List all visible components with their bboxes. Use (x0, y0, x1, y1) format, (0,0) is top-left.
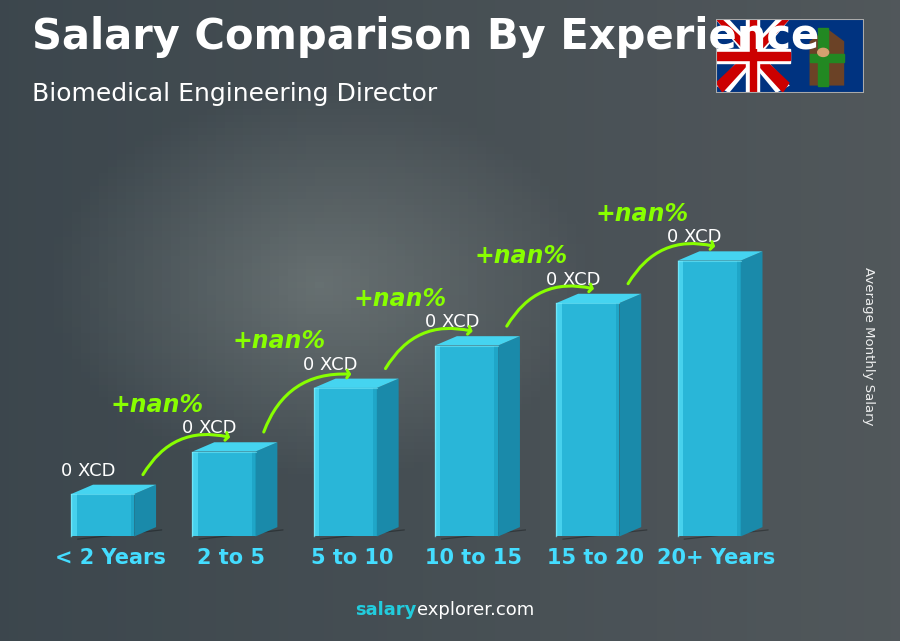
Polygon shape (314, 388, 319, 537)
Bar (716, 49, 790, 63)
Polygon shape (562, 529, 647, 540)
Polygon shape (435, 345, 498, 537)
Polygon shape (684, 529, 769, 540)
Text: +nan%: +nan% (111, 393, 203, 417)
Polygon shape (435, 336, 520, 345)
Polygon shape (435, 345, 440, 537)
Text: 2 to 5: 2 to 5 (197, 548, 266, 569)
Text: 5 to 10: 5 to 10 (311, 548, 394, 569)
Text: +nan%: +nan% (474, 244, 568, 269)
Text: 0 XCD: 0 XCD (182, 419, 237, 437)
Polygon shape (737, 261, 741, 537)
Bar (810, 54, 844, 62)
Polygon shape (619, 294, 641, 537)
Text: Average Monthly Salary: Average Monthly Salary (862, 267, 875, 426)
Text: 15 to 20: 15 to 20 (546, 548, 644, 569)
Bar (790, 19, 864, 93)
Text: < 2 Years: < 2 Years (55, 548, 166, 569)
Text: 0 XCD: 0 XCD (61, 462, 115, 479)
Polygon shape (314, 388, 377, 537)
Text: 0 XCD: 0 XCD (303, 356, 358, 374)
Polygon shape (716, 19, 790, 93)
Bar (746, 19, 759, 93)
Bar (750, 19, 756, 93)
Polygon shape (810, 28, 844, 86)
Polygon shape (616, 303, 619, 537)
Text: 0 XCD: 0 XCD (546, 271, 600, 288)
Text: 20+ Years: 20+ Years (657, 548, 776, 569)
Text: 0 XCD: 0 XCD (425, 313, 480, 331)
Text: 0 XCD: 0 XCD (667, 228, 722, 246)
Text: salary: salary (356, 601, 417, 619)
Polygon shape (494, 345, 498, 537)
Polygon shape (256, 442, 277, 537)
Polygon shape (71, 494, 76, 537)
Text: Biomedical Engineering Director: Biomedical Engineering Director (32, 82, 436, 106)
Polygon shape (556, 294, 641, 303)
Polygon shape (678, 251, 762, 261)
Text: +nan%: +nan% (232, 329, 325, 353)
Polygon shape (71, 494, 134, 537)
Text: +nan%: +nan% (596, 202, 689, 226)
Polygon shape (199, 529, 284, 540)
Polygon shape (320, 529, 405, 540)
Text: 10 to 15: 10 to 15 (426, 548, 522, 569)
Polygon shape (716, 19, 790, 93)
Polygon shape (377, 379, 399, 537)
Polygon shape (193, 452, 256, 537)
Polygon shape (678, 261, 683, 537)
Polygon shape (130, 494, 134, 537)
Bar (818, 28, 828, 86)
Polygon shape (77, 529, 162, 540)
Polygon shape (252, 452, 256, 537)
Text: Salary Comparison By Experience: Salary Comparison By Experience (32, 16, 819, 58)
Polygon shape (556, 303, 562, 537)
Polygon shape (314, 379, 399, 388)
Polygon shape (678, 261, 741, 537)
Text: +nan%: +nan% (354, 287, 446, 311)
Polygon shape (441, 529, 526, 540)
Bar (716, 52, 790, 60)
Circle shape (818, 48, 829, 56)
Polygon shape (193, 442, 277, 452)
Polygon shape (374, 388, 377, 537)
Polygon shape (741, 251, 762, 537)
Polygon shape (556, 303, 619, 537)
Polygon shape (716, 19, 790, 93)
Polygon shape (71, 485, 156, 494)
Polygon shape (498, 336, 520, 537)
Text: explorer.com: explorer.com (417, 601, 534, 619)
Polygon shape (193, 452, 198, 537)
Polygon shape (134, 485, 156, 537)
Polygon shape (716, 19, 790, 93)
